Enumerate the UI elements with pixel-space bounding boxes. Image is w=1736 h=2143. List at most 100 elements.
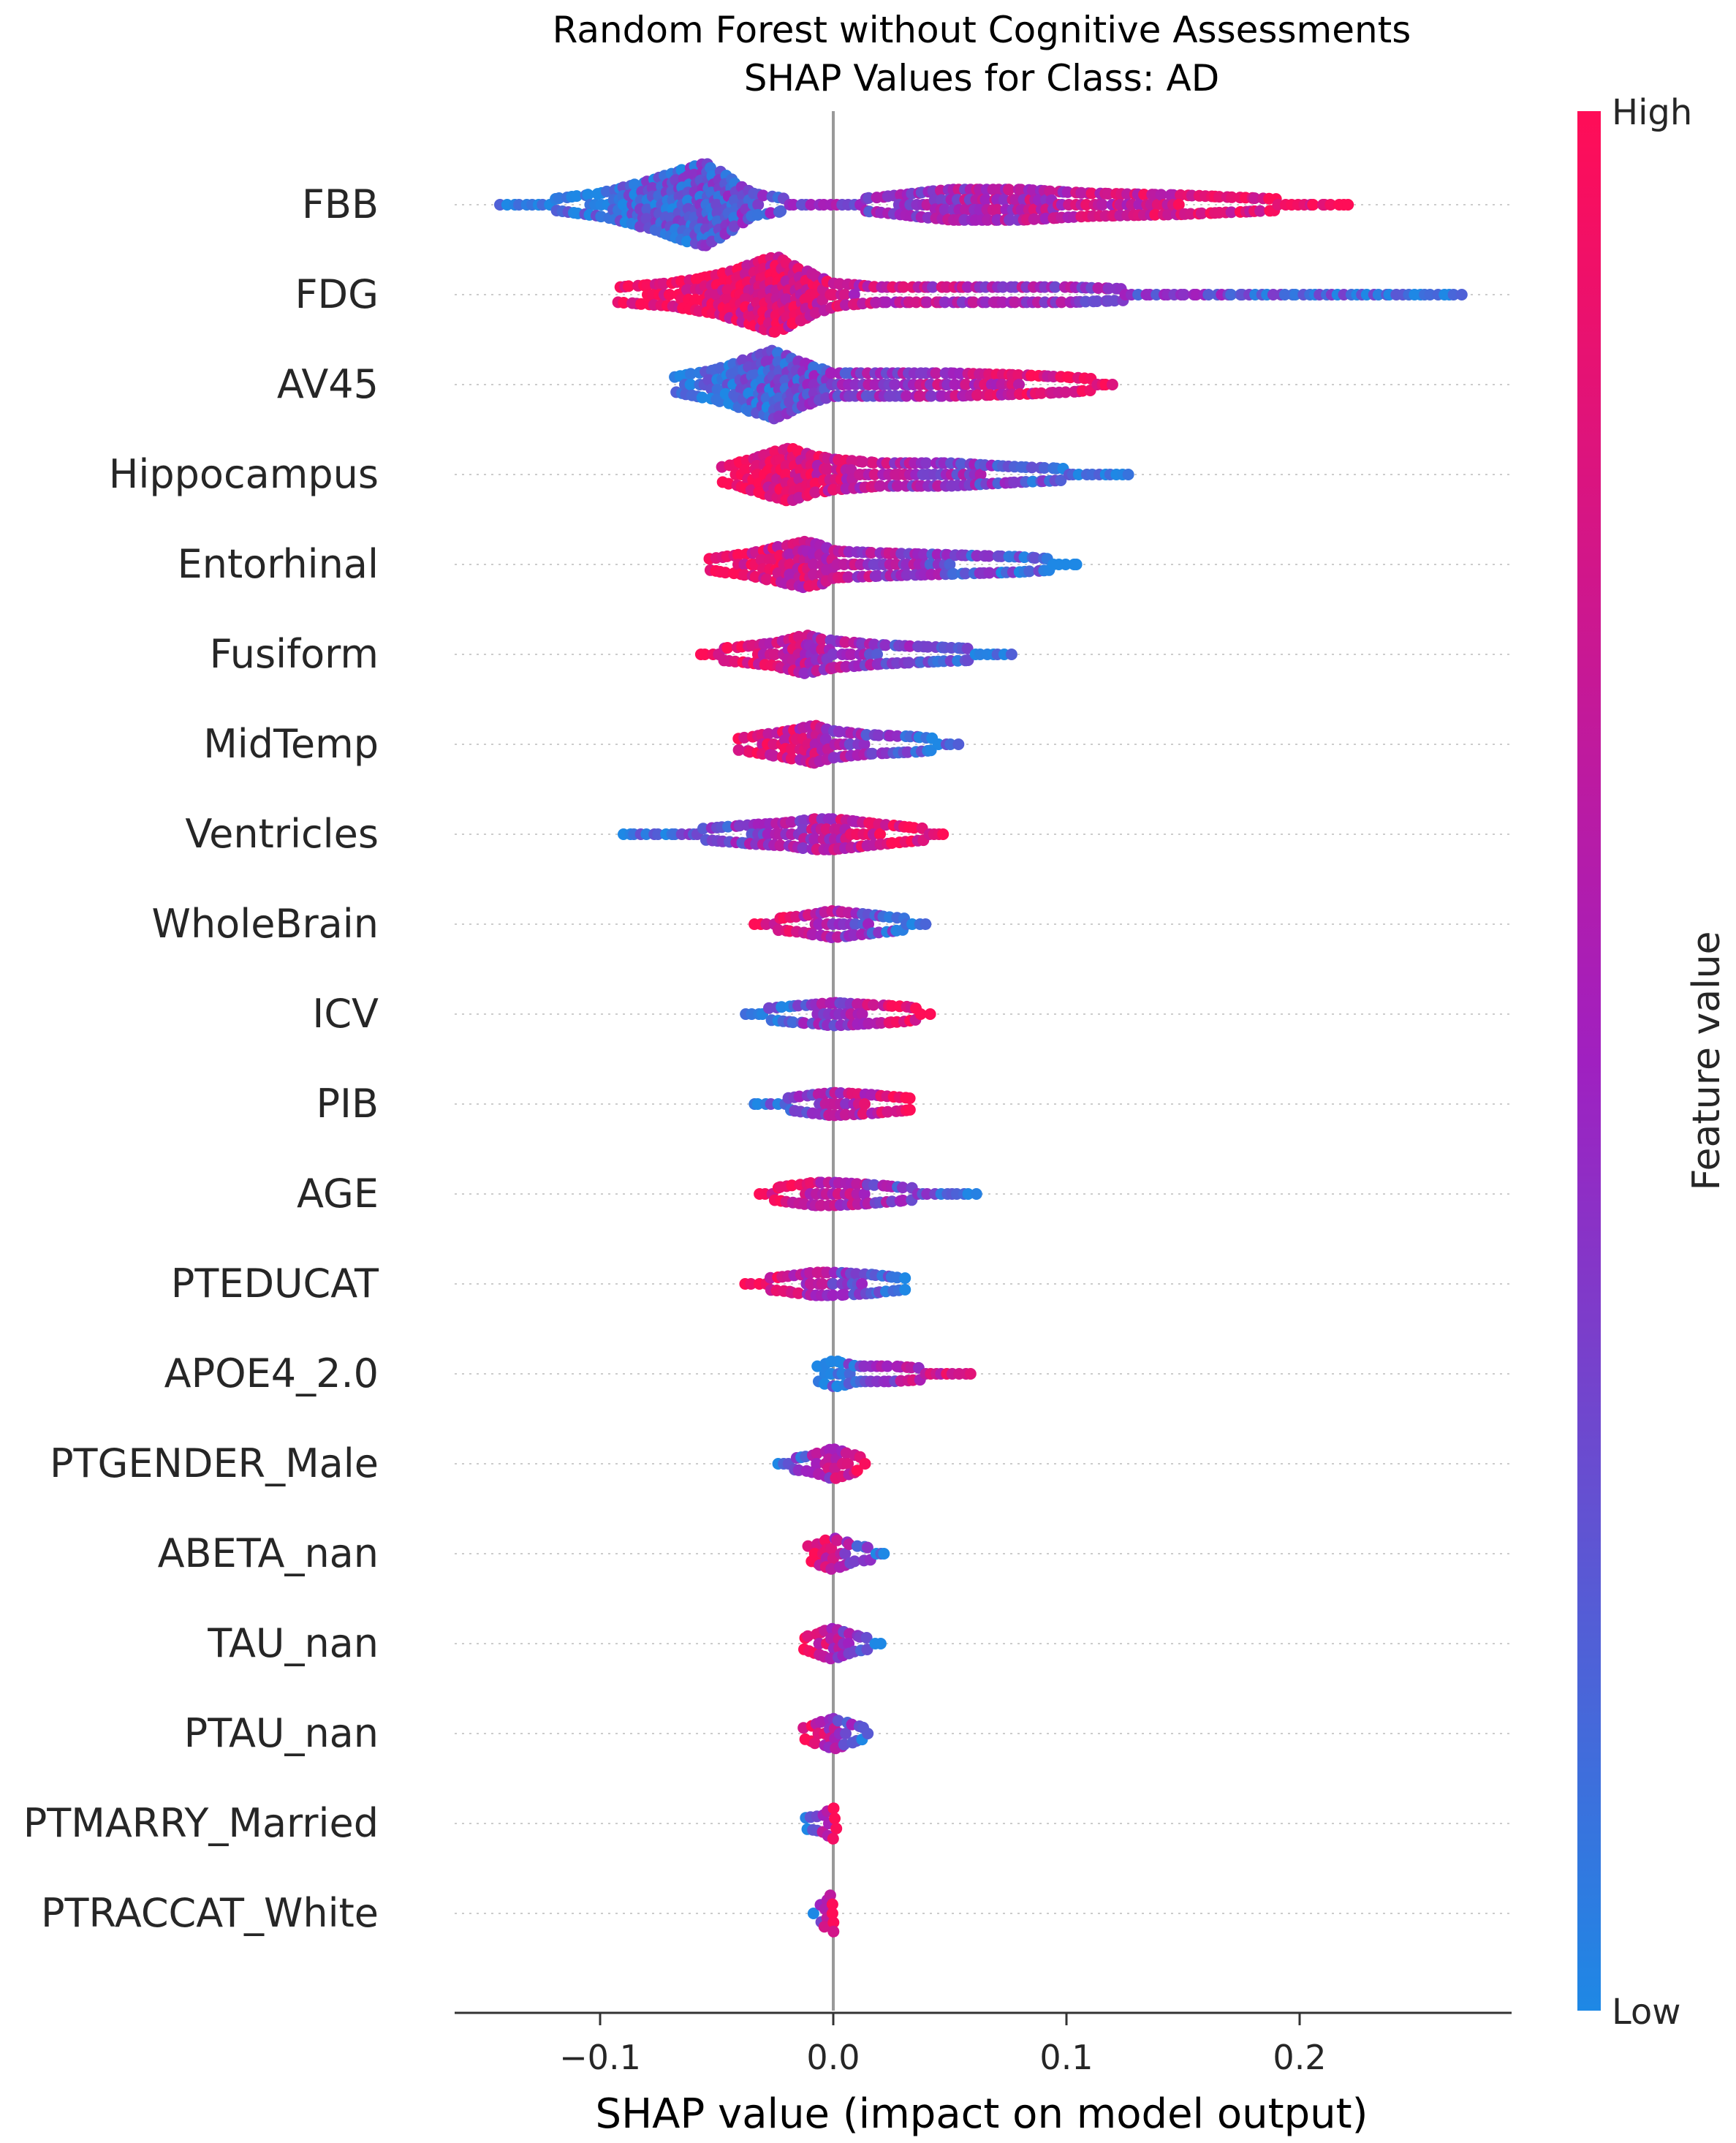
shap-point [785, 816, 797, 828]
shap-point [806, 929, 819, 941]
shap-point [738, 569, 751, 581]
shap-point [868, 456, 880, 469]
feature-label: ABETA_nan [158, 1530, 379, 1576]
x-axis-label: SHAP value (impact on model output) [596, 2090, 1368, 2138]
shap-point [743, 388, 755, 399]
shap-point [944, 738, 957, 750]
shap-point [774, 839, 786, 852]
shap-point [921, 296, 933, 309]
shap-point [991, 203, 1004, 216]
shap-point [1013, 379, 1025, 390]
feature-label: Hippocampus [109, 451, 379, 497]
shap-point [1096, 199, 1109, 211]
shap-point [728, 220, 740, 233]
shap-point [833, 278, 846, 290]
shap-point [722, 477, 735, 490]
shap-point [762, 727, 775, 740]
shap-point [865, 547, 877, 559]
shap-point [815, 1716, 827, 1728]
shap-point [804, 1278, 816, 1290]
shap-point [849, 1555, 861, 1568]
feature-label: ICV [312, 991, 379, 1037]
shap-point [684, 379, 697, 390]
shap-point [681, 284, 693, 296]
shap-point [1091, 295, 1103, 307]
shap-point [910, 296, 922, 309]
shap-point [927, 281, 939, 293]
feature-label: PTAU_nan [184, 1710, 379, 1756]
feature-label: Fusiform [210, 631, 379, 677]
shap-point [802, 1540, 814, 1552]
shap-point [1225, 206, 1237, 219]
shap-point [827, 289, 839, 301]
shap-point [880, 296, 892, 309]
shap-point [903, 657, 915, 669]
shap-point [1080, 199, 1093, 211]
shap-point [775, 205, 787, 217]
feature-label: PTGENDER_Male [50, 1440, 379, 1486]
shap-point [844, 738, 856, 750]
shap-point [792, 262, 805, 275]
shap-point [1108, 295, 1121, 307]
shap-point [1055, 475, 1067, 486]
shap-point [1106, 379, 1118, 390]
shap-point [996, 296, 1009, 309]
shap-point [860, 1632, 873, 1644]
shap-point [1225, 289, 1237, 301]
shap-point [779, 733, 791, 746]
shap-point [998, 194, 1010, 206]
shap-point [780, 469, 792, 480]
shap-point [939, 296, 951, 309]
shap-point [785, 743, 797, 755]
shap-point [960, 379, 972, 390]
shap-point [891, 730, 903, 742]
shap-point [825, 1543, 838, 1555]
shap-point [808, 833, 821, 845]
shap-point [629, 178, 641, 191]
shap-point [845, 649, 857, 660]
shap-point [901, 569, 913, 581]
colorbar [1577, 111, 1601, 2011]
shap-point [1138, 189, 1151, 200]
shap-point [839, 1108, 852, 1121]
feature-label: AV45 [277, 361, 379, 407]
shap-point [1029, 552, 1041, 564]
shap-point [765, 207, 777, 219]
shap-point [840, 1098, 852, 1110]
shap-point [1072, 469, 1085, 480]
shap-point [1254, 205, 1267, 217]
shap-point [802, 1630, 814, 1642]
shap-point [830, 1822, 843, 1834]
shap-point [903, 1092, 916, 1105]
chart-title: Random Forest without Cognitive Assessme… [553, 9, 1411, 51]
shap-point [858, 738, 871, 750]
shap-point [1324, 199, 1337, 211]
row-gridlines [455, 204, 1512, 1914]
shap-point [684, 368, 697, 380]
shap-point [859, 1458, 871, 1470]
shap-point [848, 289, 860, 301]
shap-point [732, 744, 745, 756]
shap-point [983, 567, 996, 579]
shap-point [808, 361, 820, 374]
shap-point [826, 1898, 838, 1910]
shap-point [851, 1178, 863, 1190]
shap-point [808, 559, 820, 570]
shap-point [827, 1916, 840, 1929]
shap-point [811, 1447, 823, 1459]
shap-point [1012, 369, 1025, 381]
shap-point [786, 1179, 798, 1192]
shap-point [857, 1108, 869, 1120]
shap-point [961, 643, 974, 654]
shap-point [786, 1016, 799, 1029]
feature-label: PIB [316, 1081, 379, 1127]
x-axis-ticks: −0.1 0.0 0.1 0.2 [559, 2013, 1327, 2077]
shap-point [827, 813, 839, 825]
shap-point [903, 1103, 916, 1116]
shap-point [820, 823, 833, 836]
shap-point [954, 367, 966, 379]
feature-label: TAU_nan [207, 1620, 379, 1666]
shap-point [787, 199, 800, 211]
shap-point [871, 649, 883, 660]
